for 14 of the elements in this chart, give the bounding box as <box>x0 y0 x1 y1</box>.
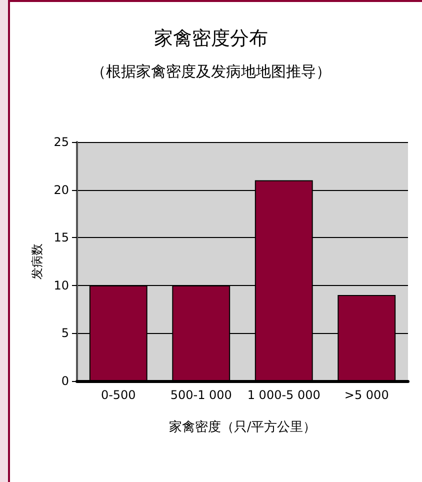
y-tick-label: 0 <box>61 374 69 388</box>
chart-subtitle: （根据家禽密度及发病地地图推导） <box>91 62 331 80</box>
y-tick-label: 25 <box>54 135 69 149</box>
y-tick-label: 20 <box>54 182 69 197</box>
y-axis-title: 发病数 <box>30 244 44 280</box>
x-tick-label: 0-500 <box>100 388 136 402</box>
y-tick-label: 5 <box>61 326 69 340</box>
x-axis-title: 家禽密度（只/平方公里） <box>168 419 316 435</box>
x-tick-label: >5 000 <box>344 388 389 402</box>
x-tick-label: 500-1 000 <box>170 388 232 402</box>
chart-title: 家禽密度分布 <box>154 28 268 50</box>
y-tick-label: 15 <box>54 230 69 245</box>
y-tick-label: 10 <box>54 278 69 292</box>
x-tick-label: 1 000-5 000 <box>247 388 320 402</box>
